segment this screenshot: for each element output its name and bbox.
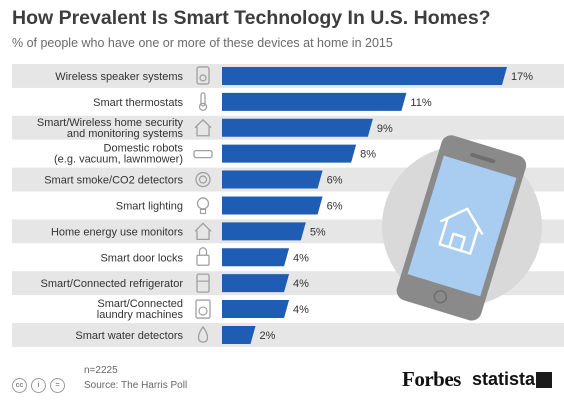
category-label-line: Smart thermostats (93, 97, 183, 109)
category-label: Domestic robots (e.g. vacuum, lawnmower) (54, 143, 183, 166)
value-label: 17% (511, 71, 533, 83)
phone-screen (407, 155, 517, 297)
bar-chart: 17% Wireless speaker systems 11% Smart ther… (12, 64, 564, 347)
value-label: 8% (360, 149, 376, 161)
category-label-line: Home energy use monitors (51, 226, 184, 238)
license-icons: cc i = (12, 374, 69, 393)
value-label: 11% (410, 97, 431, 109)
washing-machine-icon (195, 299, 211, 319)
source-note: Source: The Harris Poll (84, 380, 188, 391)
thermometer-icon (198, 92, 208, 111)
lock-icon (196, 247, 210, 266)
bar (222, 300, 290, 319)
value-label: 5% (310, 226, 326, 238)
bar (222, 144, 357, 163)
phone-speaker (470, 152, 496, 164)
bar (222, 325, 256, 344)
category-label: Smart thermostats (93, 97, 183, 109)
chart-subtitle: % of people who have one or more of thes… (12, 36, 393, 50)
value-label: 4% (293, 252, 309, 264)
robot-icon (193, 149, 213, 159)
category-label-line: Smart door locks (100, 252, 183, 264)
smoke-detector-icon (195, 171, 211, 188)
value-label: 6% (327, 200, 343, 212)
value-label: 4% (293, 304, 309, 316)
category-label: Smart/Connected laundry machines (97, 298, 184, 321)
category-label: Smart/Wireless home security and monitori… (37, 117, 184, 140)
category-label: Smart water detectors (75, 330, 183, 342)
bar (222, 92, 407, 111)
category-label-line: Domestic robots (104, 143, 184, 155)
attribution-icon: i (31, 378, 46, 393)
row-background (12, 323, 564, 347)
bar (222, 66, 507, 85)
category-label-line: Smart/Connected (97, 298, 183, 310)
statista-logo: statista (472, 369, 536, 389)
speaker-icon (196, 66, 210, 85)
phone-illustration (396, 135, 527, 321)
bar (222, 170, 323, 189)
no-derivatives-icon: = (50, 378, 65, 393)
sample-size: n=2225 (84, 365, 118, 376)
category-label-line: Smart lighting (116, 200, 183, 212)
category-label: Smart door locks (100, 252, 183, 264)
house-icon (438, 207, 484, 255)
value-label: 6% (327, 175, 343, 187)
category-label-line: laundry machines (97, 309, 184, 321)
value-label: 2% (260, 330, 276, 342)
category-label: Smart/Connected refrigerator (41, 278, 184, 290)
category-label: Home energy use monitors (51, 226, 184, 238)
category-label: Wireless speaker systems (55, 71, 183, 83)
value-label: 9% (377, 123, 393, 135)
category-label-line: Wireless speaker systems (55, 71, 183, 83)
category-label-line: (e.g. vacuum, lawnmower) (54, 154, 183, 166)
statista-mark-icon (536, 372, 552, 388)
refrigerator-icon (196, 273, 210, 293)
lightbulb-icon (196, 197, 210, 215)
category-label-line: and monitoring systems (67, 128, 184, 140)
bar (222, 196, 323, 215)
category-label-line: Smart water detectors (75, 330, 183, 342)
category-label-line: Smart/Wireless home security (37, 117, 184, 129)
category-label-line: Smart/Connected refrigerator (41, 278, 184, 290)
chart-title: How Prevalent Is Smart Technology In U.S… (12, 7, 491, 29)
house-icon (194, 118, 212, 137)
bar (222, 274, 290, 293)
cc-icon: cc (12, 378, 27, 393)
forbes-logo: Forbes (402, 367, 461, 391)
value-label: 4% (293, 278, 309, 290)
bar (222, 222, 306, 241)
category-label-line: Smart smoke/CO2 detectors (44, 175, 183, 187)
category-label: Smart smoke/CO2 detectors (44, 175, 183, 187)
category-label: Smart lighting (116, 200, 183, 212)
phone-home-button (433, 290, 448, 304)
house-icon (194, 222, 212, 240)
bar (222, 248, 290, 267)
bar (222, 118, 373, 137)
water-drop-icon (197, 325, 209, 343)
